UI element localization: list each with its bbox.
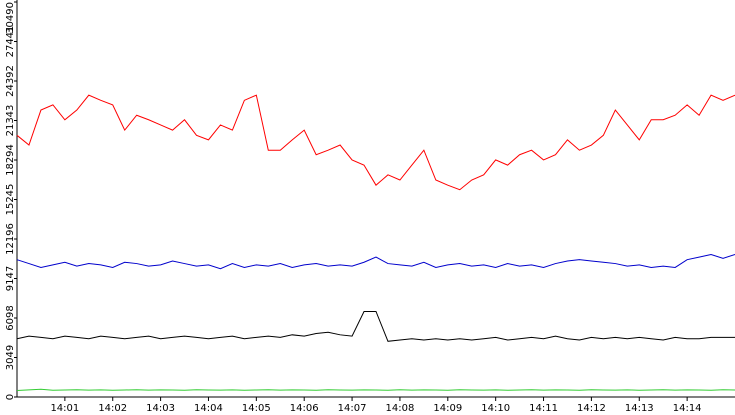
x-tick-label: 14:09: [433, 403, 462, 414]
y-tick-label: 27441: [5, 26, 16, 58]
series-line: [16, 310, 735, 342]
series-line: [16, 253, 735, 270]
y-tick-label: 21343: [5, 105, 16, 137]
y-tick-label: 0: [5, 394, 16, 400]
x-tick-label: 14:08: [386, 403, 415, 414]
y-tick-label: 30490: [5, 2, 16, 34]
series-line: [16, 94, 735, 191]
y-tick-label: 9147: [5, 266, 16, 291]
y-tick-label: 24392: [5, 65, 16, 97]
x-tick-label: 14:02: [98, 403, 127, 414]
x-tick-label: 14:14: [673, 403, 702, 414]
x-tick-label: 14:07: [338, 403, 367, 414]
x-tick-label: 14:10: [481, 403, 510, 414]
x-tick-label: 14:04: [194, 403, 223, 414]
x-tick-label: 14:06: [290, 403, 319, 414]
series-line: [16, 388, 735, 392]
x-tick-label: 14:01: [50, 403, 79, 414]
y-tick-label: 15245: [5, 184, 16, 216]
y-tick-label: 18294: [5, 144, 16, 176]
x-tick-label: 14:03: [146, 403, 175, 414]
x-tick-label: 14:13: [625, 403, 654, 414]
x-tick-label: 14:12: [577, 403, 606, 414]
x-tick-label: 14:05: [242, 403, 271, 414]
y-tick-label: 3049: [5, 345, 16, 370]
x-tick-label: 14:11: [529, 403, 558, 414]
y-tick-label: 12196: [5, 223, 16, 255]
y-tick-label: 6098: [5, 305, 16, 330]
